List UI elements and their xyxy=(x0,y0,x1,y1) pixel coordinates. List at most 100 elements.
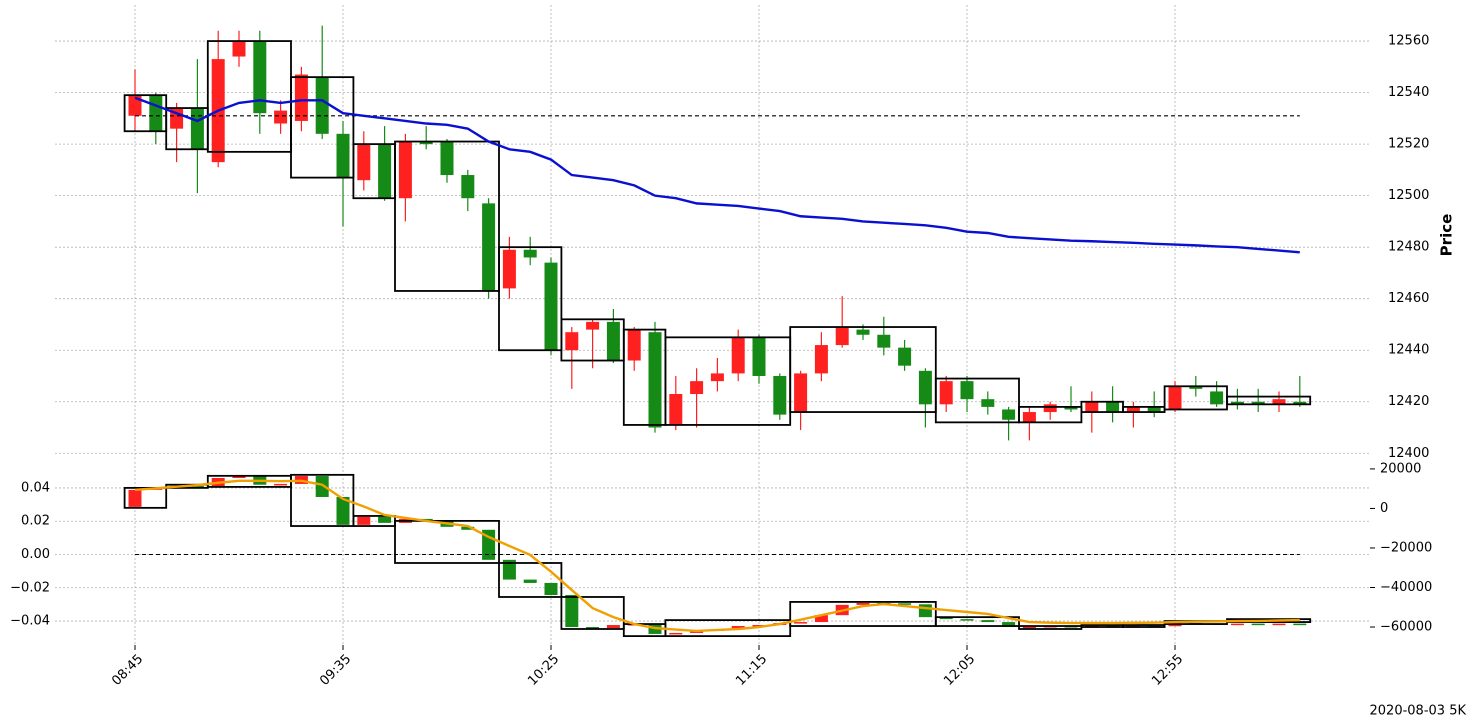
y-tick-label: 12520 xyxy=(1388,137,1429,152)
candle-body xyxy=(336,133,350,178)
caption: 2020-08-03 5K xyxy=(1370,704,1467,719)
candle-body xyxy=(794,622,808,624)
candle-body xyxy=(1085,401,1099,413)
range-box xyxy=(934,616,1020,627)
y-tick-label: 12420 xyxy=(1388,394,1429,409)
candle-body xyxy=(336,496,350,525)
range-box xyxy=(1122,624,1166,628)
candle-body xyxy=(690,381,704,395)
candle-body xyxy=(1272,399,1286,405)
candle-body xyxy=(960,381,974,400)
candle-body xyxy=(1293,401,1307,405)
y-tick-label: 12560 xyxy=(1388,34,1429,49)
candle-body xyxy=(190,108,204,150)
candle-body xyxy=(1043,404,1057,413)
candle-body xyxy=(461,175,475,199)
x-tick-label: 10:25 xyxy=(525,652,562,689)
candle-body xyxy=(128,95,142,116)
candle-body xyxy=(1251,401,1265,405)
candle-body xyxy=(378,516,392,523)
candle-body xyxy=(981,399,995,407)
candle-body xyxy=(1022,412,1036,423)
candle-body xyxy=(482,203,496,291)
candle-body xyxy=(232,476,246,479)
candle-body xyxy=(544,582,558,596)
candle-body xyxy=(898,603,912,605)
candle-body xyxy=(669,394,683,425)
candle-body xyxy=(544,262,558,351)
candle-body xyxy=(1002,622,1016,628)
candle-body xyxy=(1147,406,1161,413)
candle-body xyxy=(752,337,766,376)
candle-body xyxy=(149,95,163,132)
candle-body xyxy=(378,144,392,199)
candle-body xyxy=(794,373,808,413)
candle-body xyxy=(565,332,579,351)
y2-tick-label: −40000 xyxy=(1380,580,1432,595)
x-tick-label: 11:15 xyxy=(733,652,770,689)
range-box xyxy=(934,377,1020,424)
candle-body xyxy=(1272,623,1286,626)
candle-body xyxy=(523,579,537,583)
candle-body xyxy=(232,41,246,57)
candle-body xyxy=(440,141,454,176)
y-tick-label: 12460 xyxy=(1388,291,1429,306)
candle-body xyxy=(856,329,870,335)
candle-body xyxy=(586,627,600,629)
candle-body xyxy=(835,327,849,346)
candle-body xyxy=(1126,406,1140,413)
candle-body xyxy=(357,144,371,181)
range-box xyxy=(498,246,563,352)
candle-body xyxy=(253,41,267,114)
candle-body xyxy=(981,620,995,623)
line-series xyxy=(134,96,1300,254)
candle-body xyxy=(1064,406,1078,410)
candle-body xyxy=(398,141,412,199)
range-box xyxy=(1226,395,1312,406)
candle-body xyxy=(586,321,600,330)
candle-body xyxy=(315,476,329,497)
candle-body xyxy=(939,617,953,620)
candle-body xyxy=(315,77,329,134)
candle-body xyxy=(960,619,974,621)
range-box xyxy=(560,596,625,630)
y2-tick-label: 20000 xyxy=(1380,461,1421,476)
y2-tick-label: 0 xyxy=(1380,501,1388,516)
range-box xyxy=(789,326,937,413)
candle-body xyxy=(710,373,724,382)
candle-body xyxy=(1002,409,1016,420)
candle-body xyxy=(627,329,641,361)
candle-body xyxy=(773,375,787,415)
candle-body xyxy=(939,381,953,405)
y-tick-label: 12440 xyxy=(1388,343,1429,358)
candle-body xyxy=(502,249,516,289)
y-tick-label: −0.02 xyxy=(10,580,50,595)
candle-body xyxy=(565,595,579,628)
x-tick-label: 12:05 xyxy=(941,652,978,689)
x-tick-label: 12:55 xyxy=(1149,652,1186,689)
range-box xyxy=(664,619,792,638)
candle-body xyxy=(1189,386,1203,389)
y-tick-label: −0.04 xyxy=(10,614,50,629)
candle-body xyxy=(1210,391,1224,405)
candle-body xyxy=(461,526,475,530)
candle-body xyxy=(606,625,620,629)
range-box xyxy=(290,473,355,527)
candle-body xyxy=(357,516,371,525)
y-tick-label: 12400 xyxy=(1388,446,1429,461)
x-tick-label: 09:35 xyxy=(317,652,354,689)
range-box xyxy=(789,601,937,627)
line-series xyxy=(134,479,1300,633)
y-tick-label: 12480 xyxy=(1388,240,1429,255)
candle-body xyxy=(1106,401,1120,413)
candle-body xyxy=(898,347,912,366)
y2-tick-label: −60000 xyxy=(1380,620,1432,635)
candle-body xyxy=(877,334,891,348)
candle-body xyxy=(1230,401,1244,405)
range-box xyxy=(290,76,355,179)
range-box xyxy=(1018,405,1083,424)
candle-body xyxy=(274,483,288,486)
candle-body xyxy=(1230,623,1244,626)
candle-body xyxy=(648,332,662,428)
